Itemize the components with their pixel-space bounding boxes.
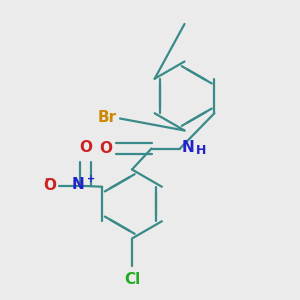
Text: O: O <box>43 178 56 194</box>
Text: O: O <box>99 141 112 156</box>
Text: +: + <box>87 173 95 184</box>
Text: -: - <box>44 172 50 186</box>
Text: Cl: Cl <box>124 272 140 287</box>
Text: O: O <box>79 140 92 155</box>
Text: N: N <box>182 140 194 154</box>
Text: H: H <box>196 144 206 158</box>
Text: Br: Br <box>98 110 117 124</box>
Text: N: N <box>71 177 84 192</box>
